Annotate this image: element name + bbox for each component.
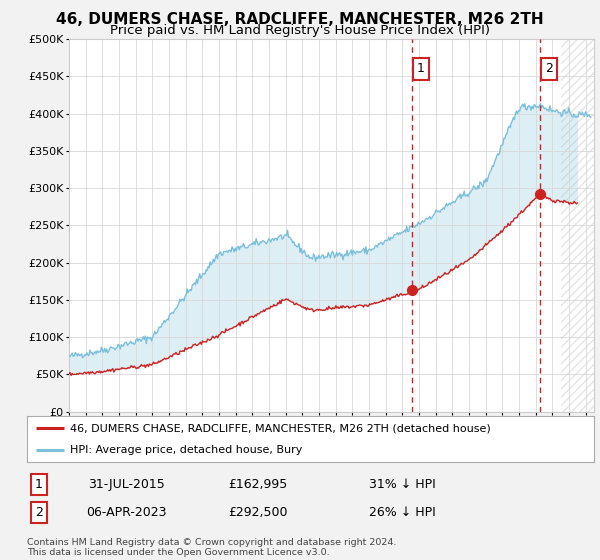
Text: HPI: Average price, detached house, Bury: HPI: Average price, detached house, Bury [70,445,302,455]
Text: 46, DUMERS CHASE, RADCLIFFE, MANCHESTER, M26 2TH: 46, DUMERS CHASE, RADCLIFFE, MANCHESTER,… [56,12,544,27]
Text: 06-APR-2023: 06-APR-2023 [86,506,166,519]
Text: 1: 1 [35,478,43,491]
Text: Price paid vs. HM Land Registry's House Price Index (HPI): Price paid vs. HM Land Registry's House … [110,24,490,36]
Text: 31-JUL-2015: 31-JUL-2015 [88,478,164,491]
Text: 46, DUMERS CHASE, RADCLIFFE, MANCHESTER, M26 2TH (detached house): 46, DUMERS CHASE, RADCLIFFE, MANCHESTER,… [70,423,490,433]
Text: 26% ↓ HPI: 26% ↓ HPI [368,506,436,519]
Text: 31% ↓ HPI: 31% ↓ HPI [368,478,436,491]
Text: 1: 1 [417,63,425,76]
Text: Contains HM Land Registry data © Crown copyright and database right 2024.
This d: Contains HM Land Registry data © Crown c… [27,538,397,557]
Text: 2: 2 [35,506,43,519]
Text: £292,500: £292,500 [228,506,288,519]
Text: 2: 2 [545,63,553,76]
Text: £162,995: £162,995 [229,478,287,491]
